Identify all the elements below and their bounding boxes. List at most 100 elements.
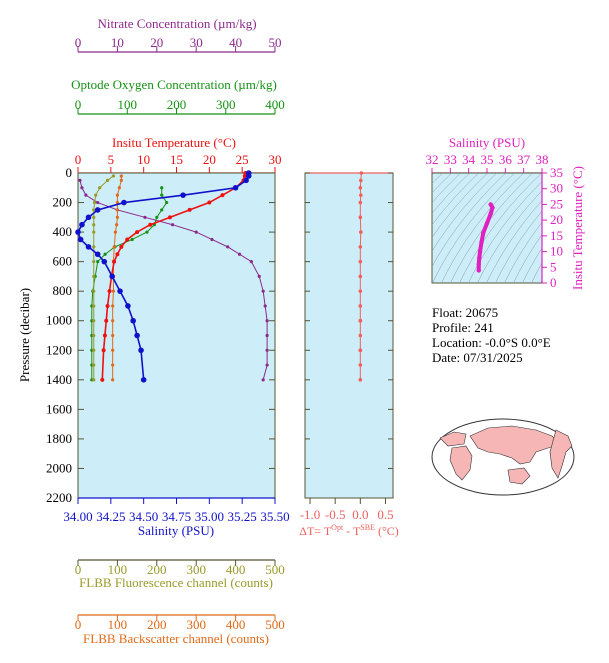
- pressure-axis-label: Pressure (decibar): [17, 288, 32, 382]
- ts-salinity-tick-label: 32: [426, 152, 439, 167]
- nitrate-point: [261, 378, 265, 382]
- profile-number: Profile: 241: [432, 320, 494, 335]
- pressure-tick-label: 1600: [46, 401, 72, 416]
- salinity-axis: 34.00 34.25 34.50 34.75 35.00 35.25 35.50 Sali…: [63, 497, 290, 538]
- temperature-point: [104, 318, 109, 323]
- ts-isopycnal: [432, 173, 507, 267]
- dt-point: [359, 193, 363, 197]
- pressure-tick-label: 800: [53, 283, 73, 298]
- temperature-point: [102, 333, 107, 338]
- fluorescence-point: [92, 260, 96, 264]
- nitrate-point: [261, 289, 265, 293]
- dt-point: [358, 363, 363, 367]
- ts-isopycnal: [432, 173, 462, 204]
- backscatter-point: [111, 378, 115, 382]
- dt-point: [358, 185, 363, 190]
- ts-temperature-axis-label: Insitu Temperature (°C): [570, 166, 585, 290]
- ts-temperature-tick-label: 20: [550, 212, 563, 227]
- nitrate-point: [249, 260, 253, 264]
- backscatter-point: [111, 319, 115, 323]
- backscatter-point: [111, 304, 115, 308]
- backscatter-point: [115, 215, 119, 219]
- ts-isopycnal: [459, 173, 542, 283]
- pressure-axis: 0 200 400 600 800 1000 1200 1400 1600 1800 2000 220…: [46, 165, 275, 505]
- backscatter-point: [111, 289, 116, 293]
- fluorescence-tick-label: 300: [186, 562, 206, 577]
- dt-plot-area: [304, 172, 394, 499]
- map-land-africa: [449, 445, 473, 481]
- salinity-tick-label: 34.00: [63, 509, 92, 524]
- fluorescence-point: [92, 245, 96, 249]
- salinity-point: [232, 184, 239, 191]
- dt-point: [358, 289, 363, 293]
- oxygen-point: [160, 193, 164, 197]
- nitrate-point: [96, 200, 100, 205]
- backscatter-tick-label: 200: [147, 617, 167, 632]
- salinity-point: [117, 288, 123, 294]
- fluorescence-point: [92, 304, 96, 308]
- dt-point: [359, 230, 363, 234]
- dt-point: [358, 200, 363, 205]
- oxygen-point: [145, 230, 149, 234]
- backscatter-point: [115, 208, 119, 212]
- temperature-point: [101, 348, 106, 353]
- ts-isopycnal: [495, 210, 542, 283]
- backscatter-point: [111, 333, 115, 338]
- dt-tick-label: 0.5: [377, 507, 393, 522]
- oxygen-axis: Optode Oxygen Concentration (µm/kg) 0 100…: [71, 77, 285, 115]
- dt-point: [358, 348, 363, 353]
- dt-tick-label: -1.0: [300, 507, 321, 522]
- backscatter-point: [112, 245, 116, 249]
- fluorescence-point: [105, 178, 110, 182]
- salinity-point: [121, 199, 127, 206]
- float-info: Float: 20675 Profile: 241 Location: -0.0…: [432, 305, 551, 365]
- ts-point: [484, 221, 490, 226]
- pressure-tick-label: 2000: [46, 460, 72, 475]
- pressure-tick-label: 1000: [46, 313, 72, 328]
- salinity-point: [130, 317, 136, 324]
- ts-salinity-tick-label: 35: [481, 152, 494, 167]
- ts-salinity-axis-label: Salinity (PSU): [449, 135, 525, 150]
- nitrate-axis: Nitrate Concentration (µm/kg) 0 10 20 30 40 5…: [75, 16, 282, 53]
- backscatter-tick-label: 300: [186, 617, 206, 632]
- fluorescence-point: [94, 193, 98, 197]
- nitrate-point: [194, 230, 198, 234]
- fluorescence-point: [92, 208, 96, 212]
- ts-point: [488, 211, 493, 217]
- temperature-tick-label: 10: [137, 152, 150, 167]
- oxygen-tick-label: 400: [265, 97, 285, 112]
- backscatter-point: [115, 193, 119, 197]
- ts-isopycnal: [522, 247, 542, 283]
- map-land-europe: [439, 431, 467, 447]
- fluorescence-tick-label: 500: [265, 562, 285, 577]
- oxygen-tick-label: 200: [167, 97, 187, 112]
- ts-isopycnal: [486, 200, 542, 283]
- backscatter-point: [111, 363, 115, 367]
- oxygen-point: [160, 186, 164, 190]
- ts-point: [477, 255, 482, 261]
- nitrate-point: [143, 215, 147, 219]
- salinity-point: [125, 303, 131, 309]
- ts-isopycnal: [477, 190, 542, 283]
- temperature-tick-label: 15: [170, 152, 183, 167]
- ts-point: [481, 230, 486, 235]
- fluorescence-point: [92, 289, 96, 293]
- oxygen-point: [103, 252, 107, 256]
- dt-tick-label: -0.5: [325, 507, 346, 522]
- ts-point: [490, 205, 495, 210]
- backscatter-point: [117, 186, 121, 190]
- salinity-point: [180, 192, 186, 198]
- nitrate-point: [226, 245, 230, 249]
- temperature-point: [107, 289, 112, 294]
- backscatter-point: [111, 348, 115, 352]
- pressure-tick-label: 1800: [46, 431, 72, 446]
- pressure-tick-label: 200: [53, 195, 73, 210]
- ts-isopycnal: [513, 234, 542, 283]
- salinity-point: [75, 229, 81, 235]
- nitrate-point: [170, 223, 175, 227]
- ts-isopycnal: [432, 173, 453, 194]
- ts-isopycnal: [531, 262, 542, 283]
- salinity-tick-label: 35.00: [195, 509, 224, 524]
- temperature-point: [105, 303, 110, 308]
- salinity-tick-label: 34.25: [96, 509, 125, 524]
